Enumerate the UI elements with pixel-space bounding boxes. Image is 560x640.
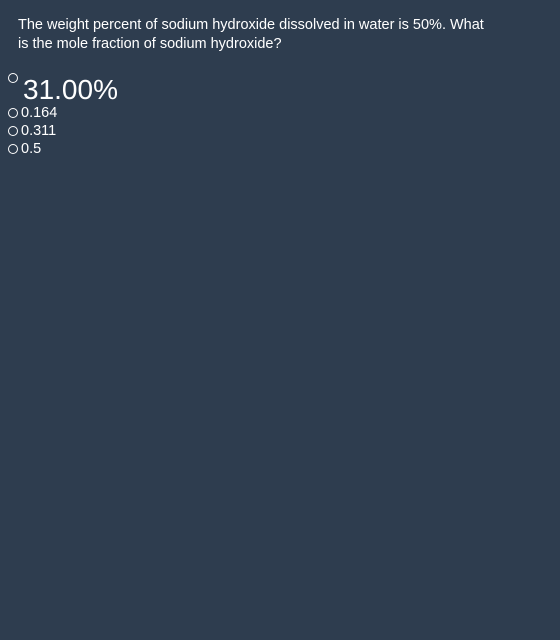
option-2[interactable]: 0.164 — [8, 104, 118, 122]
radio-button-2[interactable] — [8, 108, 18, 118]
radio-button-3[interactable] — [8, 126, 18, 136]
question-text: The weight percent of sodium hydroxide d… — [18, 17, 484, 52]
answer-options: 31.00% 0.164 0.311 0.5 — [8, 70, 118, 158]
option-4-label: 0.5 — [21, 141, 42, 157]
option-3-label: 0.311 — [21, 123, 57, 139]
option-3[interactable]: 0.311 — [8, 122, 118, 140]
radio-button-1[interactable] — [8, 73, 18, 83]
radio-button-4[interactable] — [8, 144, 18, 154]
option-1-label: 31.00% — [23, 74, 118, 105]
option-1[interactable]: 31.00% — [8, 70, 118, 105]
option-2-label: 0.164 — [21, 105, 58, 121]
option-4[interactable]: 0.5 — [8, 140, 118, 158]
